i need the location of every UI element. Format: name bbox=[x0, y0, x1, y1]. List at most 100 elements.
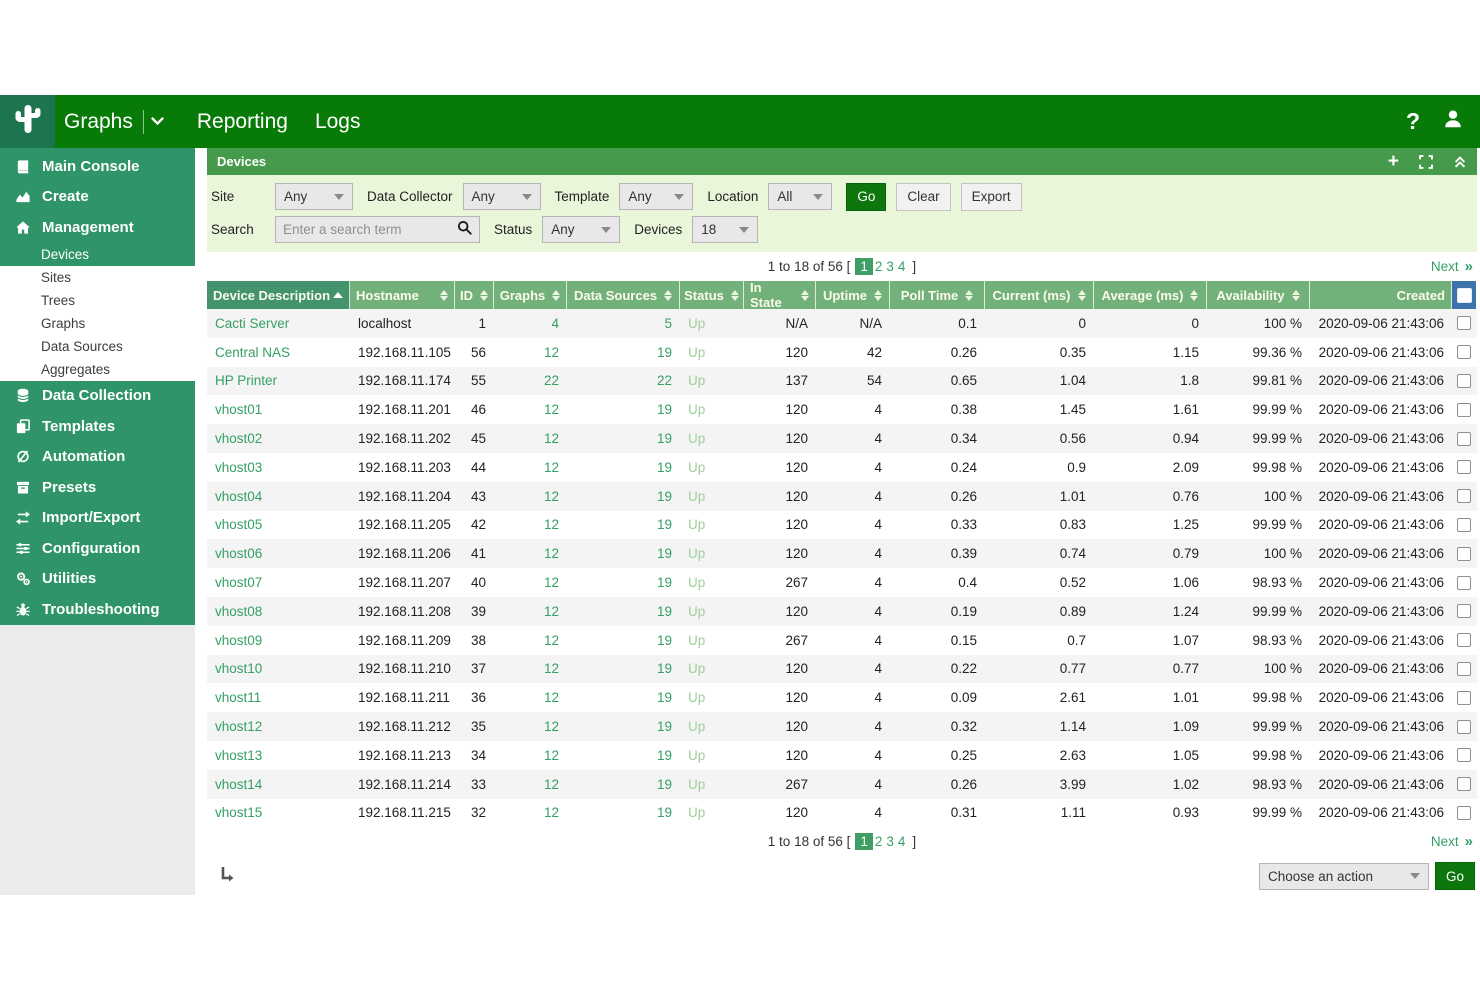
graphs-count-link[interactable]: 12 bbox=[543, 661, 559, 677]
cacti-logo[interactable] bbox=[0, 95, 55, 148]
data-sources-count-link[interactable]: 19 bbox=[656, 603, 672, 619]
column-header-poll-time[interactable]: Poll Time bbox=[890, 281, 985, 309]
column-header-average-ms-[interactable]: Average (ms) bbox=[1094, 281, 1207, 309]
column-header-id[interactable]: ID bbox=[455, 281, 494, 309]
sidebar-item-main-console[interactable]: Main Console bbox=[0, 151, 195, 182]
expand-icon[interactable] bbox=[1419, 154, 1433, 169]
data-sources-count-link[interactable]: 19 bbox=[656, 488, 672, 504]
select-all-checkbox[interactable] bbox=[1456, 287, 1472, 303]
column-header-current-ms-[interactable]: Current (ms) bbox=[985, 281, 1094, 309]
page-link-3[interactable]: 3 bbox=[886, 259, 894, 274]
sidebar-item-automation[interactable]: Automation bbox=[0, 442, 195, 473]
next-page-link[interactable]: Next » bbox=[1430, 258, 1473, 275]
row-checkbox[interactable] bbox=[1457, 345, 1471, 360]
data-sources-count-link[interactable]: 19 bbox=[656, 546, 672, 562]
graphs-count-link[interactable]: 12 bbox=[543, 517, 559, 533]
device-link[interactable]: vhost08 bbox=[215, 603, 263, 619]
row-checkbox[interactable] bbox=[1457, 489, 1471, 504]
graphs-count-link[interactable]: 12 bbox=[543, 431, 559, 447]
column-header-uptime[interactable]: Uptime bbox=[816, 281, 890, 309]
page-link-2[interactable]: 2 bbox=[874, 259, 883, 274]
graphs-count-link[interactable]: 12 bbox=[543, 402, 559, 418]
row-checkbox[interactable] bbox=[1457, 748, 1471, 763]
nav-item-logs[interactable]: Logs bbox=[314, 109, 361, 133]
select-all-header[interactable] bbox=[1452, 281, 1476, 309]
data-sources-count-link[interactable]: 19 bbox=[656, 776, 672, 792]
row-checkbox[interactable] bbox=[1457, 546, 1471, 561]
data-sources-count-link[interactable]: 19 bbox=[656, 344, 672, 360]
nav-item-reporting[interactable]: Reporting bbox=[196, 109, 288, 133]
page-link-4[interactable]: 4 bbox=[897, 834, 906, 850]
status-select[interactable]: Any bbox=[542, 216, 621, 243]
sidebar-item-data-collection[interactable]: Data Collection bbox=[0, 381, 195, 412]
graphs-count-link[interactable]: 12 bbox=[543, 459, 559, 475]
data-sources-count-link[interactable]: 5 bbox=[664, 315, 672, 331]
location-select[interactable]: All bbox=[768, 183, 833, 210]
graphs-count-link[interactable]: 22 bbox=[543, 373, 559, 389]
template-select[interactable]: Any bbox=[619, 183, 694, 210]
data-sources-count-link[interactable]: 19 bbox=[656, 575, 672, 591]
page-current[interactable]: 1 bbox=[855, 258, 873, 275]
device-link[interactable]: Central NAS bbox=[215, 344, 291, 360]
sidebar-item-configuration[interactable]: Configuration bbox=[0, 533, 195, 564]
sidebar-subitem-graphs[interactable]: Graphs bbox=[41, 315, 86, 331]
action-go-button[interactable]: Go bbox=[1434, 862, 1475, 891]
row-checkbox[interactable] bbox=[1457, 633, 1471, 648]
column-header-availability[interactable]: Availability bbox=[1207, 281, 1310, 309]
sidebar-item-troubleshooting[interactable]: Troubleshooting bbox=[0, 594, 195, 625]
nav-item-graphs[interactable]: Graphs bbox=[64, 109, 133, 133]
site-select[interactable]: Any bbox=[275, 183, 353, 210]
page-current[interactable]: 1 bbox=[855, 833, 873, 851]
sidebar-item-create[interactable]: Create bbox=[0, 182, 195, 213]
next-page-link[interactable]: Next » bbox=[1430, 833, 1473, 851]
data-sources-count-link[interactable]: 19 bbox=[656, 805, 672, 821]
device-link[interactable]: vhost03 bbox=[215, 459, 263, 475]
column-header-hostname[interactable]: Hostname bbox=[350, 281, 455, 309]
graphs-count-link[interactable]: 12 bbox=[543, 719, 559, 735]
export-button[interactable]: Export bbox=[960, 182, 1022, 211]
devices-select[interactable]: 18 bbox=[692, 216, 759, 243]
column-header-device-description[interactable]: Device Description bbox=[207, 281, 350, 309]
search-icon[interactable] bbox=[457, 220, 472, 240]
sidebar-subitem-trees[interactable]: Trees bbox=[41, 292, 76, 308]
device-link[interactable]: vhost06 bbox=[215, 546, 263, 562]
data-sources-count-link[interactable]: 19 bbox=[656, 690, 672, 706]
row-checkbox[interactable] bbox=[1457, 777, 1471, 792]
device-link[interactable]: vhost11 bbox=[215, 690, 262, 706]
device-link[interactable]: vhost14 bbox=[215, 776, 263, 792]
graphs-count-link[interactable]: 12 bbox=[543, 575, 559, 591]
device-link[interactable]: vhost12 bbox=[215, 719, 263, 735]
device-link[interactable]: vhost02 bbox=[215, 431, 263, 447]
row-checkbox[interactable] bbox=[1457, 460, 1471, 475]
add-device-icon[interactable]: + bbox=[1387, 151, 1399, 172]
graphs-count-link[interactable]: 12 bbox=[543, 632, 559, 648]
help-icon[interactable]: ? bbox=[1405, 108, 1420, 134]
sidebar-subitem-aggregates[interactable]: Aggregates bbox=[41, 361, 111, 377]
graphs-count-link[interactable]: 12 bbox=[543, 488, 559, 504]
device-link[interactable]: vhost13 bbox=[215, 747, 263, 763]
graphs-count-link[interactable]: 12 bbox=[543, 546, 559, 562]
row-checkbox[interactable] bbox=[1457, 402, 1471, 417]
data-sources-count-link[interactable]: 19 bbox=[656, 402, 672, 418]
device-link[interactable]: Cacti Server bbox=[215, 315, 290, 331]
column-header-status[interactable]: Status bbox=[680, 281, 744, 309]
device-link[interactable]: vhost15 bbox=[215, 805, 263, 821]
row-checkbox[interactable] bbox=[1457, 805, 1471, 820]
sidebar-subitem-data-sources[interactable]: Data Sources bbox=[41, 338, 123, 354]
sidebar-item-import-export[interactable]: Import/Export bbox=[0, 503, 195, 534]
row-checkbox[interactable] bbox=[1457, 517, 1471, 532]
data-sources-count-link[interactable]: 19 bbox=[656, 719, 672, 735]
row-checkbox[interactable] bbox=[1457, 316, 1471, 331]
clear-button[interactable]: Clear bbox=[896, 182, 951, 211]
graphs-count-link[interactable]: 12 bbox=[543, 690, 559, 706]
row-checkbox[interactable] bbox=[1457, 690, 1471, 705]
data-sources-count-link[interactable]: 19 bbox=[656, 661, 672, 677]
device-link[interactable]: vhost10 bbox=[215, 661, 263, 677]
column-header-graphs[interactable]: Graphs bbox=[494, 281, 567, 309]
page-link-2[interactable]: 2 bbox=[874, 834, 883, 850]
row-checkbox[interactable] bbox=[1457, 575, 1471, 590]
device-link[interactable]: vhost04 bbox=[215, 488, 263, 504]
device-link[interactable]: HP Printer bbox=[215, 373, 278, 389]
sidebar-item-management[interactable]: Management bbox=[0, 212, 195, 243]
row-checkbox[interactable] bbox=[1457, 661, 1471, 676]
